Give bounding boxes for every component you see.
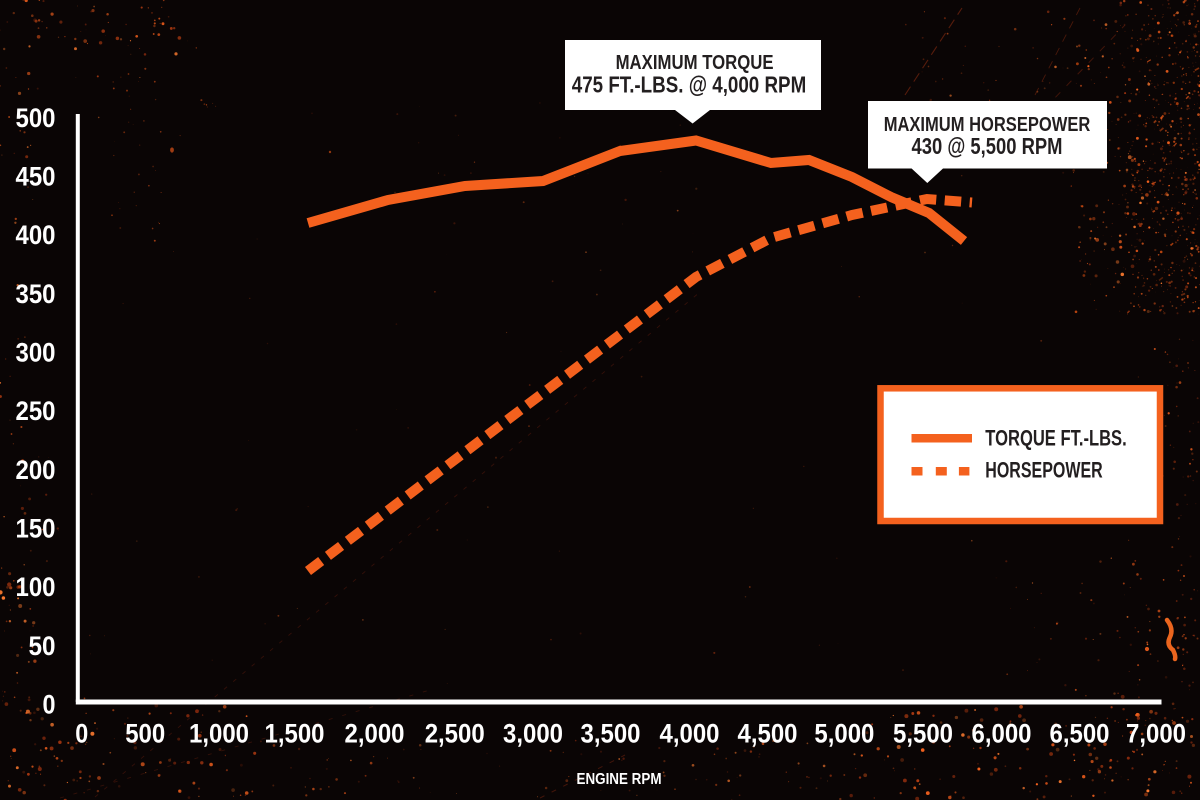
svg-text:TORQUE FT.-LBS.: TORQUE FT.-LBS. xyxy=(985,426,1126,451)
svg-text:MAXIMUM TORQUE: MAXIMUM TORQUE xyxy=(616,52,774,74)
svg-text:250: 250 xyxy=(16,396,56,426)
svg-text:HORSEPOWER: HORSEPOWER xyxy=(985,458,1102,483)
svg-text:6,000: 6,000 xyxy=(972,719,1032,749)
svg-text:100: 100 xyxy=(16,572,56,602)
svg-text:500: 500 xyxy=(125,719,165,749)
svg-text:4,500: 4,500 xyxy=(738,719,798,749)
svg-text:50: 50 xyxy=(29,631,56,661)
svg-text:450: 450 xyxy=(16,162,56,192)
svg-text:ENGINE RPM: ENGINE RPM xyxy=(577,771,662,788)
svg-text:4,000: 4,000 xyxy=(660,719,720,749)
svg-text:400: 400 xyxy=(16,220,56,250)
svg-text:6,500: 6,500 xyxy=(1050,719,1110,749)
svg-text:3,000: 3,000 xyxy=(503,719,563,749)
svg-text:475 FT.-LBS. @ 4,000 RPM: 475 FT.-LBS. @ 4,000 RPM xyxy=(572,72,807,98)
svg-text:500: 500 xyxy=(16,103,56,133)
svg-text:MAXIMUM HORSEPOWER: MAXIMUM HORSEPOWER xyxy=(884,114,1091,136)
svg-text:200: 200 xyxy=(16,455,56,485)
svg-text:0: 0 xyxy=(75,719,88,749)
svg-text:150: 150 xyxy=(16,513,56,543)
svg-text:2,500: 2,500 xyxy=(425,719,485,749)
svg-text:5,000: 5,000 xyxy=(814,719,874,749)
svg-text:430 @ 5,500 RPM: 430 @ 5,500 RPM xyxy=(912,133,1063,159)
svg-text:300: 300 xyxy=(16,338,56,368)
svg-text:2,000: 2,000 xyxy=(345,719,405,749)
svg-text:0: 0 xyxy=(43,689,56,719)
svg-text:1,000: 1,000 xyxy=(189,719,249,749)
svg-text:350: 350 xyxy=(16,279,56,309)
svg-text:5,500: 5,500 xyxy=(893,719,953,749)
svg-text:3,500: 3,500 xyxy=(581,719,641,749)
svg-text:7,000: 7,000 xyxy=(1126,719,1186,749)
svg-text:1,500: 1,500 xyxy=(265,719,325,749)
